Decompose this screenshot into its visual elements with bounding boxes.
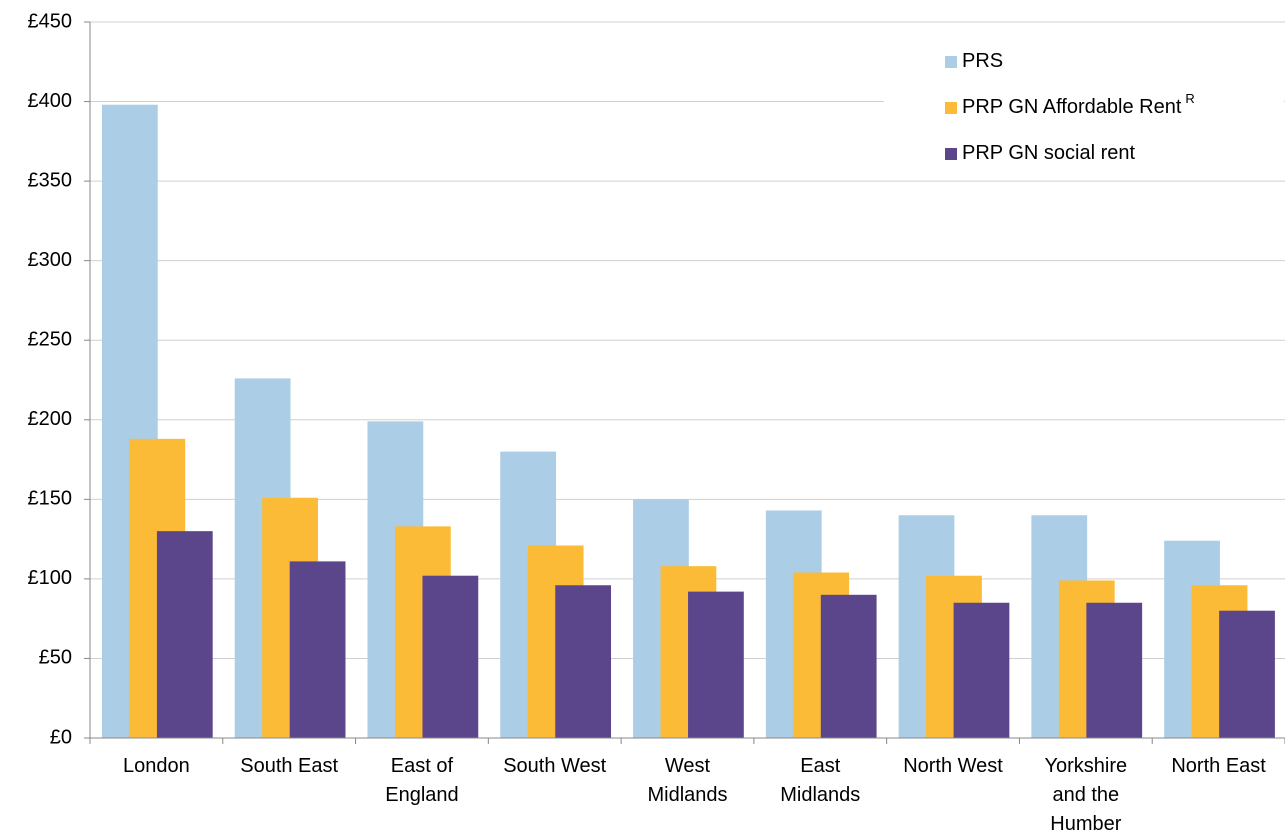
legend-superscript: R <box>1185 91 1194 106</box>
bar <box>953 602 1010 738</box>
bar <box>156 531 213 738</box>
y-tick-label: £300 <box>28 249 73 271</box>
x-tick-label: South West <box>503 755 607 777</box>
legend-name: PRS <box>962 50 1003 72</box>
x-tick-label: East Midlands <box>780 755 861 806</box>
legend-name: PRP GN Affordable Rent <box>962 96 1182 118</box>
y-tick-label: £450 <box>28 10 73 32</box>
y-tick-label: £350 <box>28 169 73 191</box>
legend-swatch <box>945 148 957 160</box>
y-tick-label: £50 <box>39 647 72 669</box>
x-tick-label: North East <box>1171 755 1266 777</box>
legend-swatch <box>945 102 957 114</box>
y-tick-label: £150 <box>28 488 73 510</box>
y-tick-label: £400 <box>28 90 73 112</box>
legend-label: PRS <box>962 50 1003 72</box>
x-tick-label: North West <box>903 755 1003 777</box>
bar <box>688 591 744 738</box>
legend-swatch <box>945 56 957 68</box>
bar <box>289 561 346 738</box>
x-tick-label: Yorkshire and the Humber <box>1044 755 1128 835</box>
legend-label: PRP GN social rent <box>962 142 1135 164</box>
x-tick-label: South East <box>240 755 339 777</box>
bar <box>555 585 612 738</box>
y-tick-label: £100 <box>28 567 73 589</box>
bar <box>820 594 877 738</box>
legend-label: PRP GN Affordable Rent R <box>962 91 1195 118</box>
bar <box>1086 602 1143 738</box>
x-tick-label: London <box>123 755 190 777</box>
y-tick-label: £200 <box>28 408 73 430</box>
x-tick-label: West Midlands <box>647 755 728 806</box>
y-tick-label: £0 <box>50 726 72 748</box>
bar <box>1219 610 1275 738</box>
x-tick-label: East of England <box>385 755 459 806</box>
y-tick-label: £250 <box>28 329 73 351</box>
bar <box>422 575 479 738</box>
legend-name: PRP GN social rent <box>962 142 1135 164</box>
